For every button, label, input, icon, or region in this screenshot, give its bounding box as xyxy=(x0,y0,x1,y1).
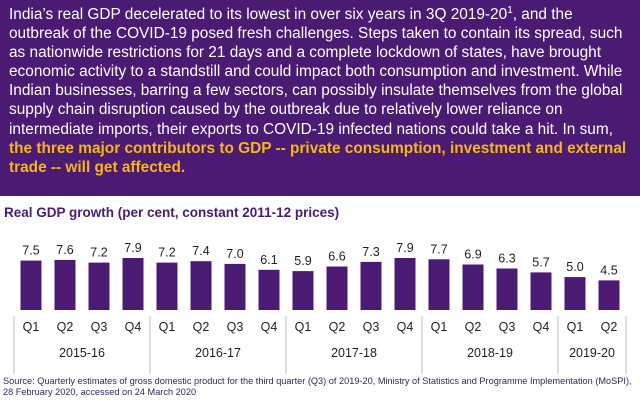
data-label: 5.9 xyxy=(294,254,311,268)
year-group-label: 2016-17 xyxy=(195,346,241,360)
bar-q1-12 xyxy=(428,259,450,310)
data-label: 7.9 xyxy=(124,241,141,255)
bar-q1-4 xyxy=(156,262,178,310)
footnote-marker: 1 xyxy=(507,4,513,16)
bar-q3-6 xyxy=(224,263,246,310)
bar-q2-9 xyxy=(326,266,348,310)
data-label: 7.5 xyxy=(22,244,39,258)
data-label: 7.7 xyxy=(430,242,447,256)
year-group-label: 2015-16 xyxy=(59,346,105,360)
year-group-label: 2018-19 xyxy=(467,346,513,360)
data-label: 6.9 xyxy=(464,248,481,262)
data-label: 7.0 xyxy=(226,247,243,261)
data-label: 4.5 xyxy=(600,263,617,277)
quarter-tick-label: Q2 xyxy=(601,320,618,334)
bar-q3-14 xyxy=(496,268,518,310)
quarter-tick-label: Q1 xyxy=(567,320,584,334)
quarter-tick-label: Q4 xyxy=(261,320,278,334)
summary-highlight: the three major contributors to GDP -- p… xyxy=(9,139,627,176)
year-group-label: 2019-20 xyxy=(569,346,615,360)
data-label: 5.0 xyxy=(566,260,583,274)
quarter-tick-label: Q3 xyxy=(91,320,108,334)
quarter-tick-label: Q3 xyxy=(227,320,244,334)
quarter-tick-label: Q1 xyxy=(23,320,40,334)
bar-q3-2 xyxy=(88,262,110,310)
quarter-tick-label: Q2 xyxy=(57,320,74,334)
bar-q2-13 xyxy=(462,264,484,310)
bar-q2-5 xyxy=(190,261,212,310)
data-label: 7.6 xyxy=(56,243,73,257)
summary-text-continued: , and the outbreak of the COVID-19 posed… xyxy=(9,6,623,138)
data-label: 7.4 xyxy=(192,244,209,258)
summary-text: India’s real GDP decelerated to its lowe… xyxy=(9,6,508,23)
bar-q1-0 xyxy=(20,260,42,310)
quarter-tick-label: Q2 xyxy=(465,320,482,334)
data-label: 7.3 xyxy=(362,245,379,259)
quarter-tick-label: Q3 xyxy=(499,320,516,334)
year-group-label: 2017-18 xyxy=(331,346,377,360)
data-label: 7.9 xyxy=(396,241,413,255)
source-note: Source: Quarterly estimates of gross dom… xyxy=(3,376,632,397)
quarter-tick-label: Q2 xyxy=(329,320,346,334)
bar-q2-17 xyxy=(598,280,620,310)
gdp-growth-chart: 7.5 Q1 7.6 Q2 7.2 Q3 7.9 Q4 7.2 Q1 7.4 Q2 7.0 Q3 6.1 Q4… xyxy=(13,241,627,374)
data-label: 7.2 xyxy=(90,246,107,260)
quarter-tick-label: Q2 xyxy=(193,320,210,334)
quarter-tick-label: Q1 xyxy=(295,320,312,334)
bar-q1-8 xyxy=(292,271,314,310)
data-label: 6.6 xyxy=(328,250,345,264)
quarter-tick-label: Q1 xyxy=(159,320,176,334)
quarter-tick-label: Q1 xyxy=(431,320,448,334)
data-label: 6.3 xyxy=(498,252,515,266)
bar-q2-1 xyxy=(54,259,76,310)
bar-q4-15 xyxy=(530,272,552,310)
data-label: 6.1 xyxy=(260,253,277,267)
quarter-tick-label: Q4 xyxy=(397,320,414,334)
bar-q4-11 xyxy=(394,258,416,310)
chart-title: Real GDP growth (per cent, constant 2011… xyxy=(4,205,340,220)
data-label: 5.7 xyxy=(532,255,549,269)
quarter-tick-label: Q4 xyxy=(125,320,142,334)
summary-box: India’s real GDP decelerated to its lowe… xyxy=(0,0,640,196)
bar-q1-16 xyxy=(564,277,586,310)
quarter-tick-label: Q3 xyxy=(363,320,380,334)
bar-q3-10 xyxy=(360,261,382,310)
data-label: 7.2 xyxy=(158,246,175,260)
bar-q4-3 xyxy=(122,258,144,310)
bar-q4-7 xyxy=(258,269,280,310)
quarter-tick-label: Q4 xyxy=(533,320,550,334)
